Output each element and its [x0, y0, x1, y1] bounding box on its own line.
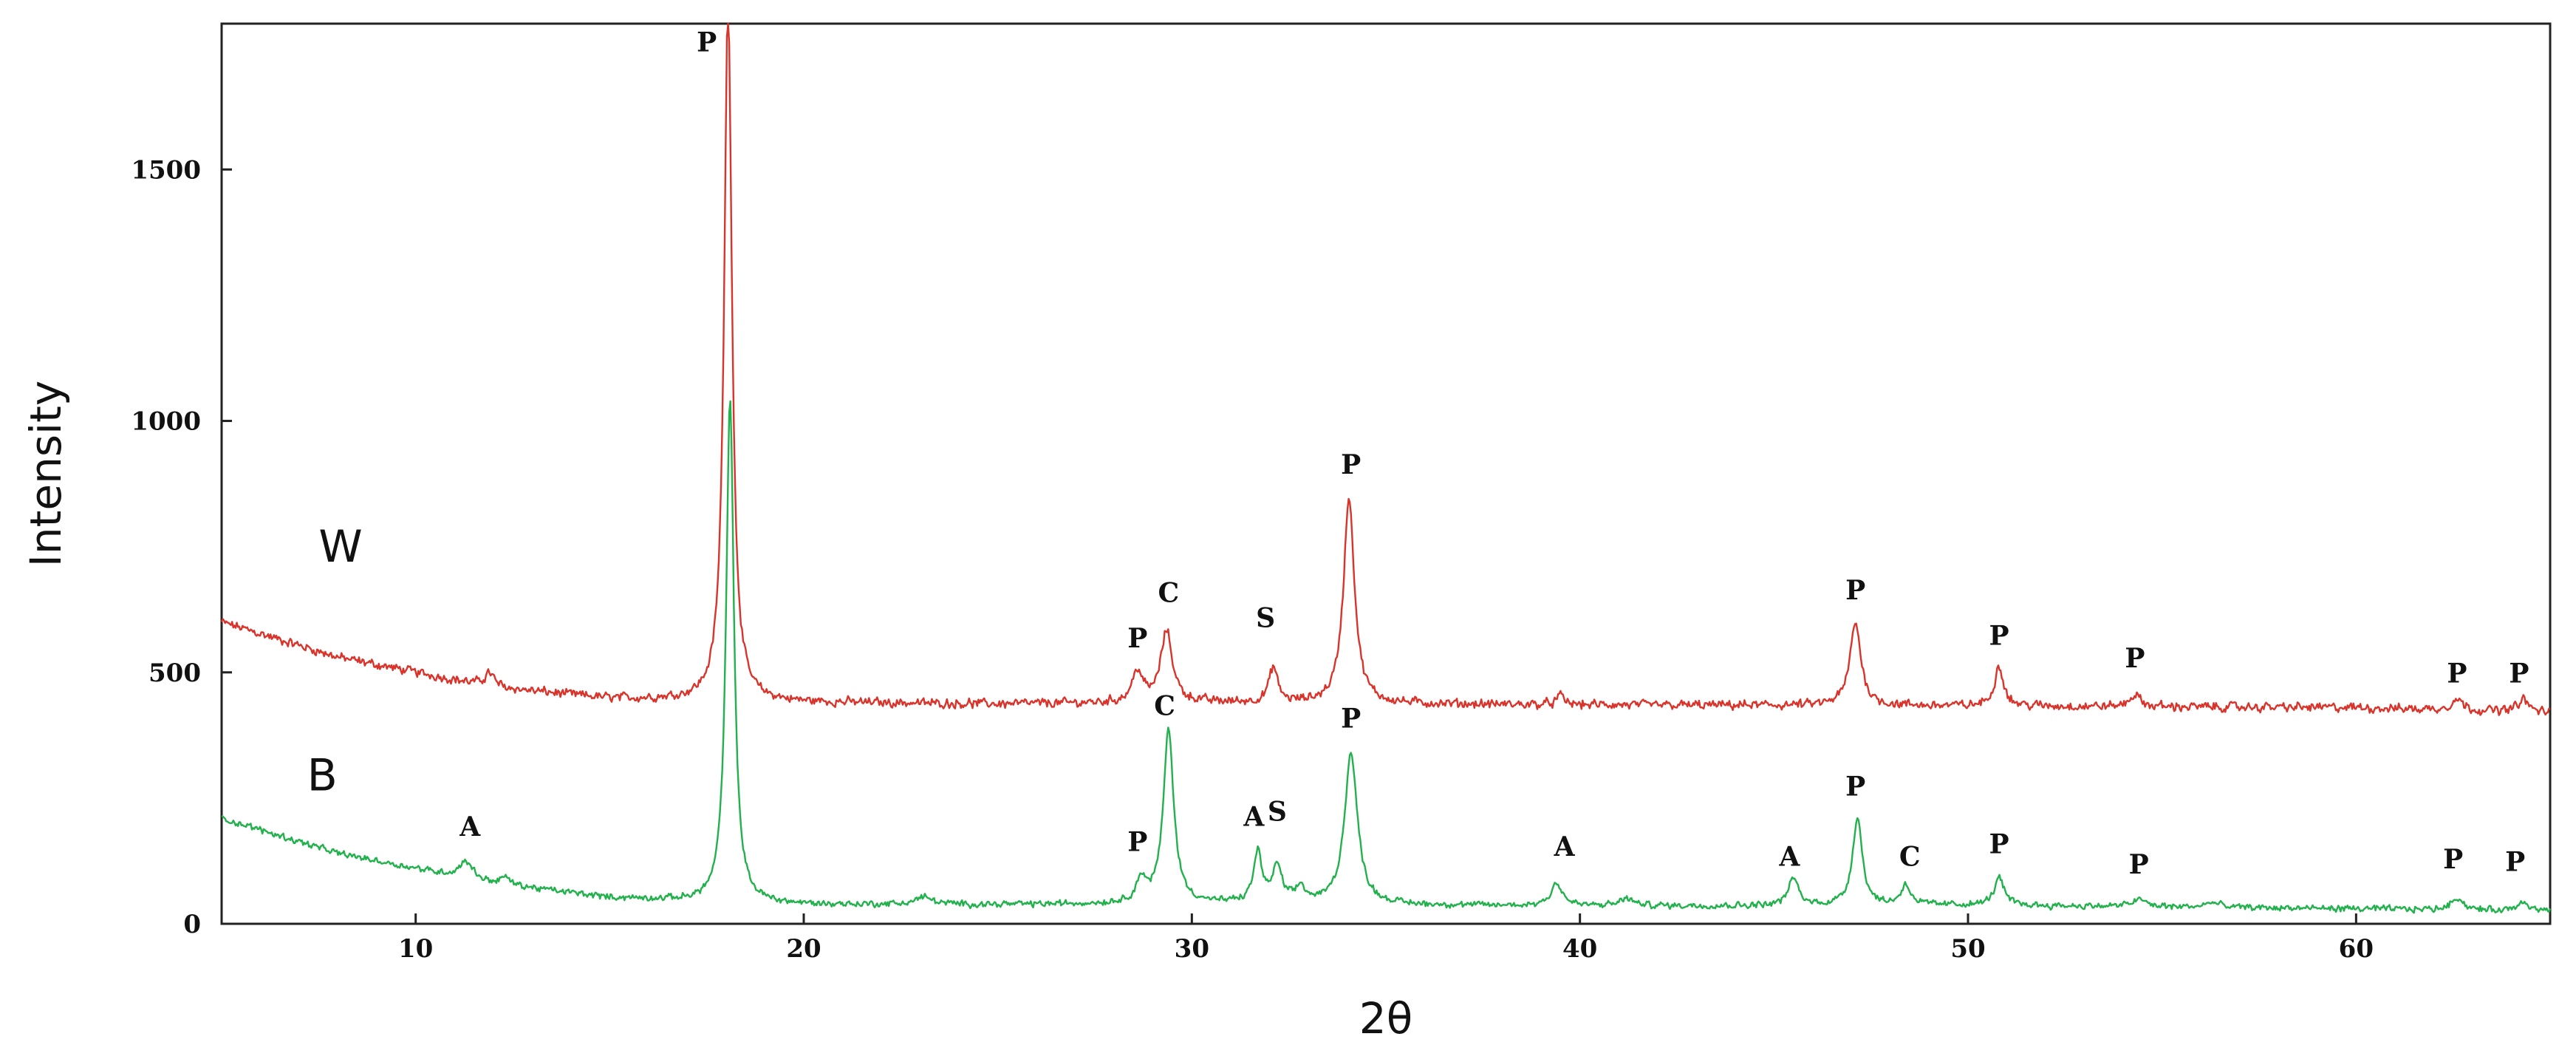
peak-label: P: [2443, 844, 2463, 875]
peak-label: P: [1341, 704, 1361, 735]
peak-label: P: [2505, 847, 2525, 878]
y-tick-label: 0: [183, 910, 201, 939]
peak-label: P: [1341, 449, 1361, 480]
peak-label: P: [1989, 620, 2009, 651]
peak-label: P: [1127, 623, 1147, 654]
x-tick-label: 50: [1950, 934, 1985, 964]
series-layer: [220, 22, 2552, 914]
axis-layer: 10 20 30 40 50 60 0 500 1000 1500: [131, 155, 2374, 964]
y-axis-title: Intensity: [21, 381, 71, 567]
peak-label: A: [1778, 842, 1800, 873]
x-tick-label: 40: [1562, 934, 1597, 964]
peak-label: P: [1127, 826, 1147, 857]
peak-label: A: [459, 811, 481, 843]
x-tick-label: 10: [398, 934, 433, 964]
series-label-W: W: [318, 521, 362, 573]
peak-label: A: [1243, 801, 1265, 832]
peak-label: C: [1158, 578, 1179, 609]
peak-label: P: [2129, 849, 2149, 880]
peak-label: A: [1554, 831, 1576, 862]
series-line-B: [221, 400, 2552, 914]
peak-label: S: [1268, 797, 1287, 828]
y-tick-label: 1000: [131, 407, 201, 437]
y-tick-label: 500: [148, 658, 201, 688]
peak-label: C: [1154, 691, 1175, 722]
series-label-B: B: [307, 750, 338, 802]
peak-label: C: [1899, 842, 1921, 873]
peak-label: P: [1845, 575, 1865, 606]
x-axis-title: 2θ: [1359, 993, 1412, 1044]
peak-label: P: [697, 27, 717, 58]
plot-border: [220, 22, 2552, 925]
x-tick-label: 60: [2339, 934, 2374, 964]
x-tick-label: 20: [786, 934, 821, 964]
series-line-W: [220, 22, 2551, 716]
y-tick-label: 1500: [131, 155, 201, 185]
peak-label: P: [2447, 658, 2467, 689]
peak-label: S: [1256, 603, 1275, 634]
plot-frame: [220, 22, 2552, 925]
peak-label: P: [2125, 643, 2145, 674]
peak-label: P: [1989, 829, 2009, 860]
x-tick-label: 30: [1175, 934, 1209, 964]
peak-label: P: [1845, 771, 1865, 802]
peak-label: P: [2509, 658, 2529, 689]
